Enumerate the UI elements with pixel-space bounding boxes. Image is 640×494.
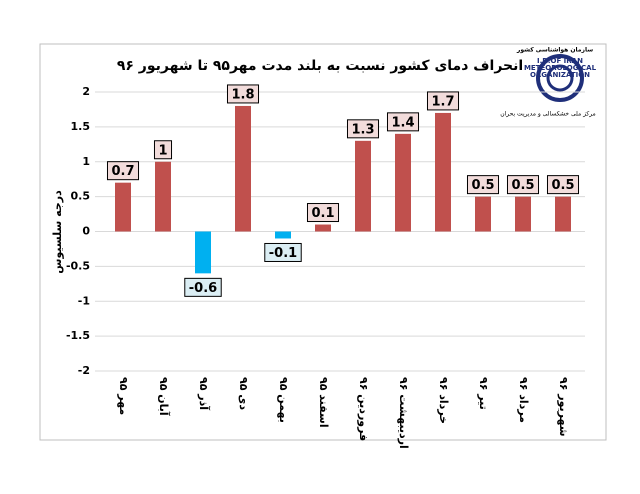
chart-title: انحراف دمای کشور نسبت به بلند مدت مهر۹۵ … [117, 58, 523, 74]
data-label-box [466, 175, 500, 195]
logo-text: ORGANIZATION [530, 71, 590, 79]
data-label-box [426, 91, 460, 111]
data-label: 1.3 [351, 122, 374, 137]
x-tick-label: بهمن ۹۵ [277, 377, 290, 423]
y-tick-label: 1.5 [71, 120, 91, 133]
x-tick-label: فروردین ۹۶ [357, 377, 370, 441]
data-label: 0.5 [511, 178, 534, 193]
y-tick-label: 2 [82, 85, 90, 98]
x-tick-label: دی ۹۵ [237, 377, 250, 410]
bar [115, 182, 131, 232]
x-tick-label: شهریور ۹۶ [557, 377, 570, 437]
bar [475, 196, 491, 232]
data-label: 0.5 [471, 178, 494, 193]
data-label: -0.1 [269, 246, 297, 261]
frame [39, 43, 607, 441]
data-label: 1.7 [431, 94, 454, 109]
y-tick-label: -1 [78, 294, 90, 307]
bar [275, 231, 291, 239]
data-label: 1 [158, 143, 167, 158]
logo-ring [546, 64, 574, 92]
logo: سازمان هواشناسی کشور I.R.OF IRAN METEORO… [500, 47, 596, 118]
bar [435, 112, 451, 232]
x-tick-label: اسفند ۹۵ [317, 377, 330, 428]
data-label-box [306, 203, 340, 223]
x-tick-label: خرداد ۹۶ [437, 377, 450, 424]
data-label-box [153, 140, 173, 160]
bar [155, 161, 171, 232]
y-axis-label: درجه سلسیوس [51, 190, 64, 274]
logo-text: METEOROLOGICAL [524, 64, 597, 72]
bar [355, 140, 371, 232]
x-tick-label: اردیبهشت ۹۶ [397, 377, 410, 449]
data-label: 1.8 [231, 87, 254, 102]
bar [195, 231, 211, 274]
bar [315, 224, 331, 232]
data-label-box [546, 175, 580, 195]
logo-text: سازمان هواشناسی کشور [516, 47, 593, 54]
y-tick-label: 0 [82, 225, 90, 238]
x-tick-label: آذر ۹۵ [197, 377, 211, 410]
bar [235, 105, 251, 232]
y-tick-label: -0.5 [66, 259, 90, 272]
data-label: -0.6 [189, 281, 217, 296]
logo-ring [536, 54, 584, 102]
y-tick-label: 1 [82, 155, 90, 168]
logo-text: I.R.OF IRAN [537, 57, 583, 65]
logo-text: مرکز ملی خشکسالی و مدیریت بحران [500, 111, 596, 118]
data-label-box [106, 161, 140, 181]
data-label: 0.5 [551, 178, 574, 193]
bar [515, 196, 531, 232]
x-tick-label: آبان ۹۵ [157, 377, 171, 416]
data-label-box [264, 242, 302, 262]
data-label: 1.4 [391, 115, 414, 130]
bar [555, 196, 571, 232]
bar [395, 133, 411, 232]
data-label: 0.1 [311, 206, 334, 221]
y-tick-label: -1.5 [66, 329, 90, 342]
data-label-box [386, 112, 420, 132]
data-label-box [226, 84, 260, 104]
x-tick-label: تیر ۹۶ [477, 377, 490, 410]
data-label-box [346, 119, 380, 139]
data-label-box [506, 175, 540, 195]
y-tick-label: 0.5 [71, 190, 91, 203]
x-tick-label: مهر ۹۵ [117, 377, 130, 415]
data-label-box [184, 277, 222, 297]
data-label: 0.7 [111, 164, 134, 179]
x-tick-label: مرداد ۹۶ [517, 377, 530, 423]
y-tick-label: -2 [78, 364, 90, 377]
